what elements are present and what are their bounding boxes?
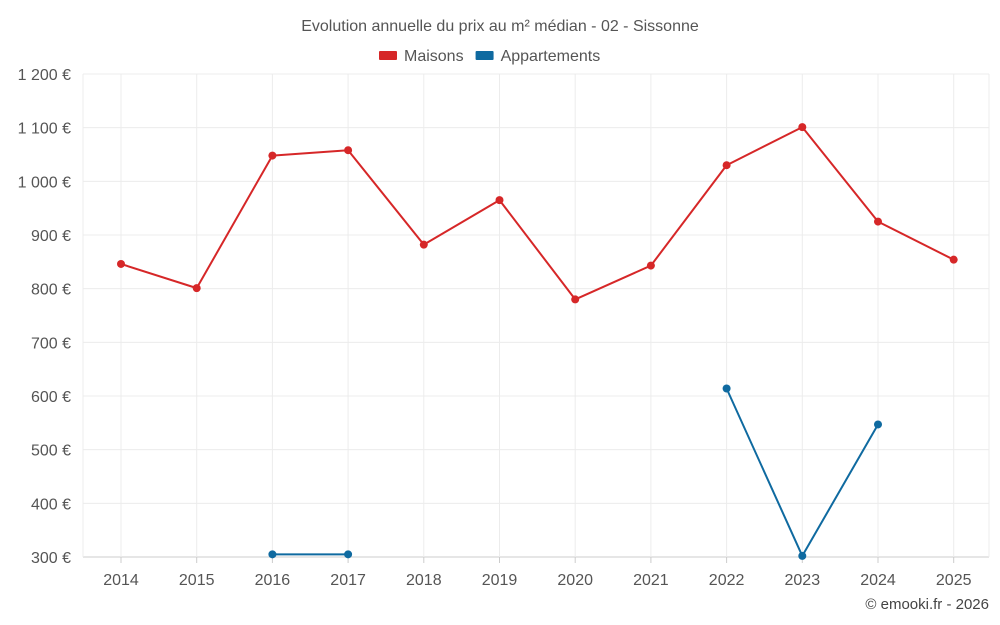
legend-label-maisons: Maisons xyxy=(404,48,464,65)
x-tick-label: 2021 xyxy=(633,572,669,589)
x-tick-label: 2022 xyxy=(709,572,745,589)
x-tick-label: 2015 xyxy=(179,572,215,589)
y-tick-label: 300 € xyxy=(31,550,71,567)
data-point-maisons-2022[interactable] xyxy=(722,161,731,170)
data-point-maisons-2021[interactable] xyxy=(646,261,655,270)
y-tick-label: 1 200 € xyxy=(18,67,71,84)
y-tick-label: 500 € xyxy=(31,443,71,460)
data-point-appartements-2023[interactable] xyxy=(798,551,807,560)
y-axis: 300 € 400 € 500 € 600 € 700 € 800 € 900 € 1 000… xyxy=(18,67,71,567)
legend: Maisons Appartements xyxy=(379,48,600,65)
data-point-appartements-2017[interactable] xyxy=(344,550,353,559)
x-tick-label: 2023 xyxy=(785,572,821,589)
data-point-maisons-2025[interactable] xyxy=(949,255,958,264)
y-tick-label: 1 100 € xyxy=(18,121,71,138)
x-tick-label: 2017 xyxy=(330,572,366,589)
data-point-maisons-2020[interactable] xyxy=(571,295,580,304)
y-tick-label: 700 € xyxy=(31,335,71,352)
y-tick-label: 1 000 € xyxy=(18,174,71,191)
x-tick-label: 2018 xyxy=(406,572,442,589)
y-tick-label: 900 € xyxy=(31,228,71,245)
data-point-maisons-2014[interactable] xyxy=(117,259,125,268)
x-tick-label: 2014 xyxy=(103,572,139,589)
credit-label: © emooki.fr - 2026 xyxy=(865,596,989,613)
data-point-maisons-2019[interactable] xyxy=(495,196,504,205)
data-point-maisons-2017[interactable] xyxy=(344,146,353,155)
legend-swatch-maisons xyxy=(379,51,397,60)
chart-title: Evolution annuelle du prix au m² médian … xyxy=(301,18,699,35)
series-group xyxy=(117,123,958,560)
legend-swatch-appartements xyxy=(475,51,494,60)
data-point-maisons-2018[interactable] xyxy=(419,240,428,249)
data-point-maisons-2023[interactable] xyxy=(798,123,807,132)
y-tick-label: 400 € xyxy=(31,496,71,513)
x-tick-label: 2025 xyxy=(936,572,972,589)
legend-item-maisons[interactable]: Maisons xyxy=(379,48,464,65)
data-point-maisons-2024[interactable] xyxy=(874,217,882,226)
data-point-appartements-2016[interactable] xyxy=(268,550,277,559)
series-line-maisons xyxy=(120,126,955,301)
data-point-appartements-2022[interactable] xyxy=(722,384,731,393)
data-point-appartements-2024[interactable] xyxy=(874,420,882,429)
legend-item-appartements[interactable]: Appartements xyxy=(475,48,601,65)
x-axis: 2014 2015 2016 2017 2018 2019 2020 2021 2022 2023… xyxy=(103,557,972,589)
x-tick-label: 2020 xyxy=(557,572,593,589)
series-maisons xyxy=(117,123,958,304)
y-tick-label: 600 € xyxy=(31,389,71,406)
grid xyxy=(82,73,990,558)
x-tick-label: 2016 xyxy=(255,572,291,589)
x-tick-label: 2019 xyxy=(482,572,518,589)
x-tick-label: 2024 xyxy=(860,572,896,589)
series-appartements xyxy=(268,384,882,560)
data-point-maisons-2016[interactable] xyxy=(268,151,277,160)
legend-label-appartements: Appartements xyxy=(501,48,601,65)
data-point-maisons-2015[interactable] xyxy=(192,284,201,293)
y-tick-label: 800 € xyxy=(31,282,71,299)
